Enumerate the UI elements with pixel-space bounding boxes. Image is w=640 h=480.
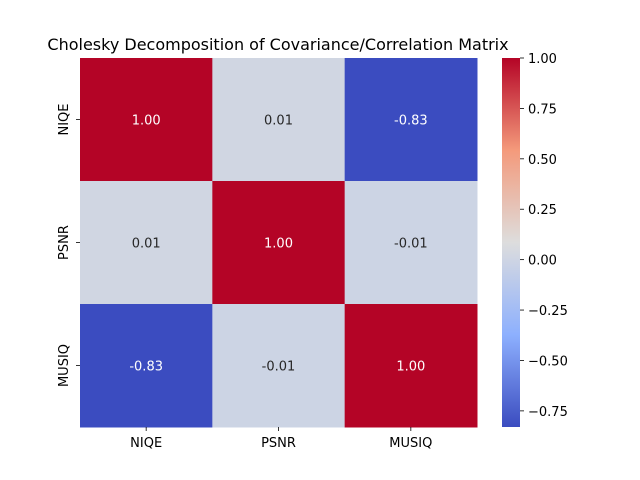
colorbar-tick-label: 1.00 [528, 52, 557, 67]
cell-value-label: -0.01 [394, 237, 428, 252]
x-tick-label: NIQE [130, 436, 162, 451]
y-tick-label: NIQE [57, 103, 72, 135]
x-tick-label: MUSIQ [389, 436, 432, 451]
chart-title: Cholesky Decomposition of Covariance/Cor… [47, 35, 508, 54]
colorbar-tick-label: −0.25 [528, 304, 568, 319]
cell-value-label: -0.83 [129, 360, 163, 375]
y-tick-label: PSNR [57, 225, 72, 260]
cell-value-label: -0.01 [262, 360, 296, 375]
heatmap-cell [80, 181, 213, 305]
heatmap-cell [212, 304, 346, 428]
cell-value-label: 0.01 [264, 114, 293, 129]
y-tick-label: MUSIQ [57, 344, 72, 387]
colorbar-tick-label: 0.00 [528, 254, 557, 269]
heatmap-cell [212, 58, 346, 182]
cell-value-label: 1.00 [396, 360, 425, 375]
colorbar-tick-label: 0.75 [528, 102, 557, 117]
colorbar-tick-label: 0.50 [528, 153, 557, 168]
y-axis: NIQE PSNR MUSIQ [57, 103, 80, 387]
cell-value-label: 1.00 [264, 237, 293, 252]
cell-value-label: 1.00 [132, 114, 161, 129]
x-tick-label: PSNR [261, 436, 296, 451]
heatmap-cell [344, 58, 478, 182]
cell-value-label: -0.83 [394, 114, 428, 129]
heatmap-cell-labels: 1.00 0.01 -0.83 0.01 1.00 -0.01 -0.83 -0.01 1.00 [129, 114, 427, 375]
colorbar-tick-label: −0.50 [528, 354, 568, 369]
colorbar-tick-label: −0.75 [528, 405, 568, 420]
heatmap-cell [80, 58, 213, 182]
heatmap-cell [212, 181, 346, 305]
colorbar-tick-label: 0.25 [528, 203, 557, 218]
cell-value-label: 0.01 [132, 237, 161, 252]
heatmap-cell [344, 181, 478, 305]
heatmap-cell [80, 304, 213, 428]
colorbar: −0.75 −0.50 −0.25 0.00 0.25 0.50 0.75 1.00 [502, 52, 568, 427]
colorbar-gradient [502, 58, 520, 427]
heatmap-cells [80, 58, 478, 428]
heatmap-cell [344, 304, 478, 428]
x-axis: NIQE PSNR MUSIQ [130, 427, 432, 451]
